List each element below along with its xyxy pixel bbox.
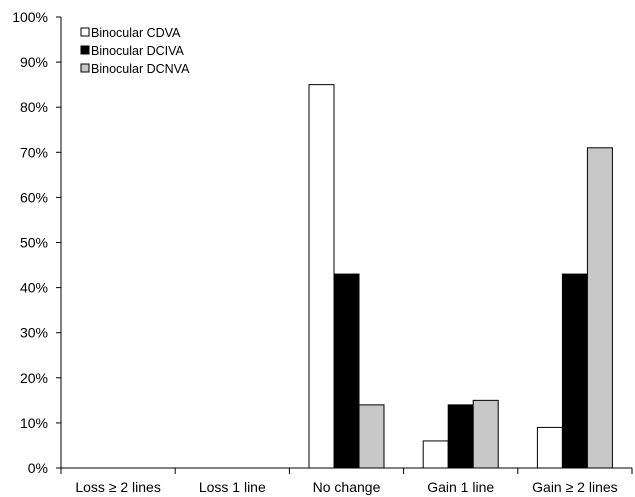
legend-label: Binocular DCNVA xyxy=(91,62,190,76)
y-tick-label: 50% xyxy=(20,235,48,251)
bar-binocular-dcnva xyxy=(472,399,499,469)
legend-label: Binocular DCIVA xyxy=(91,44,185,58)
x-tick-label: No change xyxy=(313,479,381,495)
bar-binocular-dciva xyxy=(561,273,588,469)
y-tick-label: 30% xyxy=(20,325,48,341)
bar-binocular-cdva xyxy=(536,426,563,469)
x-tick-label: Loss ≥ 2 lines xyxy=(75,479,161,495)
y-tick-label: 40% xyxy=(20,280,48,296)
x-tick-label: Gain ≥ 2 lines xyxy=(532,479,618,495)
y-tick-label: 0% xyxy=(28,460,48,476)
bar-binocular-dciva xyxy=(333,273,360,469)
bar-binocular-dcnva xyxy=(586,147,613,469)
y-tick-label: 90% xyxy=(20,54,48,70)
x-axis-ticks: Loss ≥ 2 lines Loss 1 line No change Gain 1… xyxy=(60,468,633,495)
bar-binocular-dcnva xyxy=(358,404,385,469)
x-tick-label: Gain 1 line xyxy=(427,479,494,495)
legend: Binocular CDVA Binocular DCIVA Binocular D… xyxy=(80,26,190,76)
y-tick-label: 80% xyxy=(20,99,48,115)
y-tick-label: 70% xyxy=(20,144,48,160)
legend-swatch xyxy=(80,45,90,55)
bar-binocular-cdva xyxy=(308,84,335,469)
bars xyxy=(308,84,613,469)
y-tick-label: 10% xyxy=(20,415,48,431)
legend-label: Binocular CDVA xyxy=(91,26,181,40)
x-tick-label: Loss 1 line xyxy=(199,479,266,495)
y-axis-ticks: 0% 10% 20% 30% 40% 50% 60% 70% 80% 90% 100% xyxy=(12,9,61,476)
legend-swatch xyxy=(80,63,90,73)
y-tick-label: 20% xyxy=(20,370,48,386)
y-tick-label: 60% xyxy=(20,189,48,205)
bar-binocular-dciva xyxy=(447,404,474,469)
y-tick-label: 100% xyxy=(12,9,48,25)
legend-swatch xyxy=(80,27,90,37)
bar-binocular-cdva xyxy=(422,440,449,469)
